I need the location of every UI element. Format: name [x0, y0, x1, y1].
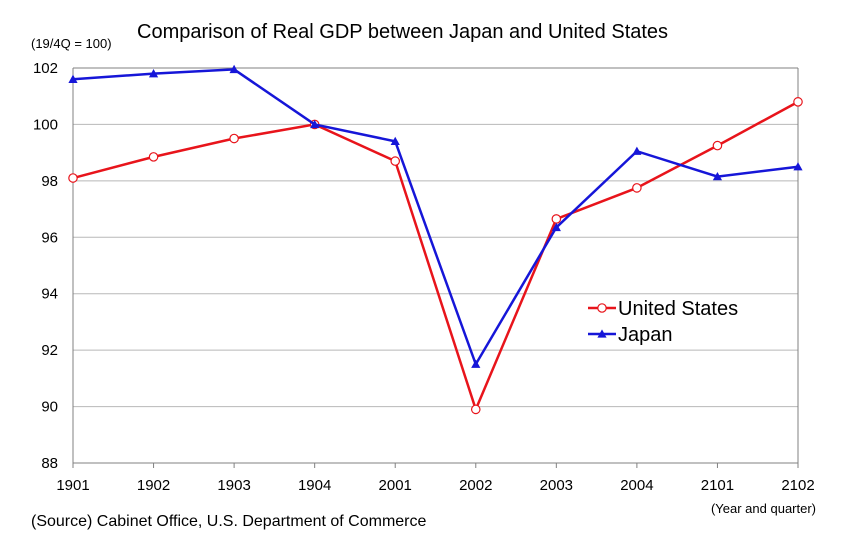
y-tick-label: 100 [33, 116, 58, 133]
data-point-united-states [390, 156, 401, 166]
y-tick-label: 98 [41, 173, 58, 190]
source-note: (Source) Cabinet Office, U.S. Department… [31, 513, 427, 530]
data-point-japan [632, 146, 642, 155]
y-tick-label: 94 [41, 286, 58, 303]
data-point-japan [229, 64, 239, 74]
x-tick-label: 2102 [781, 477, 814, 494]
legend-marker-japan [597, 329, 607, 338]
x-tick-label: 1904 [298, 477, 331, 494]
data-point-united-states [712, 140, 723, 151]
series-line-japan [72, 68, 799, 368]
legend: United States Japan [588, 298, 738, 346]
data-point-japan [471, 359, 481, 368]
data-point-japan [793, 162, 803, 171]
data-point-united-states [551, 214, 562, 224]
grid [73, 67, 798, 408]
axes: 88 90 92 94 96 98 100 102 1901 1902 1903 1904 2001 20… [33, 60, 815, 494]
data-point-united-states [793, 97, 803, 107]
x-tick-label: 1902 [137, 477, 170, 494]
y-tick-label: 92 [41, 342, 58, 359]
data-point-united-states [632, 183, 642, 193]
legend-label-japan: Japan [618, 324, 673, 346]
data-point-united-states [229, 133, 239, 144]
x-axis-label: (Year and quarter) [711, 501, 816, 516]
x-tick-label: 1901 [56, 477, 89, 494]
data-point-united-states [148, 152, 159, 162]
x-tick-label: 2003 [540, 477, 573, 494]
data-point-japan [390, 136, 400, 146]
chart-title: Comparison of Real GDP between Japan and… [137, 21, 668, 43]
x-tick-label: 2001 [379, 477, 412, 494]
x-tick-label: 2101 [701, 477, 734, 494]
y-tick-label: 102 [33, 60, 58, 77]
data-point-japan [68, 74, 78, 83]
data-point-japan [551, 222, 561, 232]
series-line-united-states [72, 100, 799, 413]
legend-label-united-states: United States [618, 298, 738, 320]
data-point-united-states [470, 404, 481, 415]
y-tick-label: 90 [41, 399, 58, 416]
legend-marker-united-states [597, 303, 607, 313]
x-tick-label: 2002 [459, 477, 492, 494]
y-unit-label: (19/4Q = 100) [31, 36, 112, 51]
series-layer [68, 64, 803, 415]
x-tick-label: 2004 [620, 477, 653, 494]
data-point-japan [712, 172, 723, 181]
x-tick-label: 1903 [217, 477, 250, 494]
y-tick-label: 96 [41, 229, 58, 246]
y-tick-label: 88 [41, 455, 58, 472]
data-point-japan [148, 69, 159, 78]
data-point-japan [310, 119, 320, 129]
data-point-united-states [68, 173, 78, 183]
